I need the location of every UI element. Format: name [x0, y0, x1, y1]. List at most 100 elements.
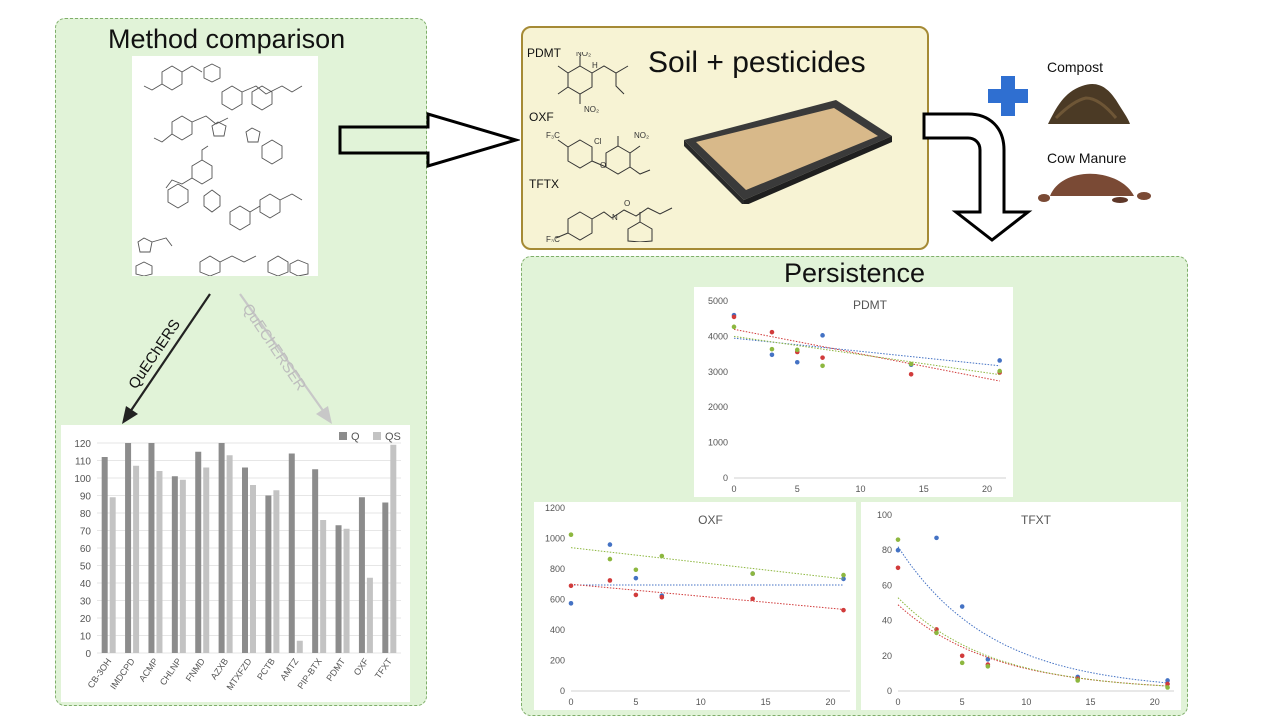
oxf-structure-label: OXF — [529, 110, 554, 124]
x-tick-label: PDMT — [324, 656, 347, 683]
bar-q — [148, 443, 155, 653]
cow-manure-label: Cow Manure — [1047, 150, 1127, 166]
x-tick-label: 0 — [731, 484, 736, 494]
y-tick-label: 20 — [882, 651, 892, 661]
x-tick-label: 20 — [826, 697, 836, 707]
x-tick-label: 5 — [633, 697, 638, 707]
data-point — [769, 346, 775, 352]
trendline — [570, 583, 844, 610]
persistence-title: Persistence — [784, 258, 926, 288]
recovery-bar-chart: 0 10 20 30 40 50 60 70 80 90 100 110 120 CB-3OH IMDCPD… — [61, 425, 410, 702]
compost-pile-icon — [1048, 83, 1130, 124]
pdmt-structure-label: PDMT — [527, 46, 561, 60]
data-point — [633, 592, 639, 598]
bar-q — [335, 525, 342, 653]
y-tick-label: 30 — [80, 597, 92, 608]
data-point — [568, 532, 574, 537]
y-tick-label: 80 — [80, 509, 92, 520]
pdmt-chart-svg: 0 1000 2000 3000 4000 5000 0 5 10 15 20 PDMT — [708, 296, 1006, 494]
data-point — [568, 583, 574, 589]
bar-qs — [273, 490, 280, 653]
extraction-method-arrows: QuEChERS QuEChERSER — [122, 293, 332, 424]
bar-qs — [109, 497, 116, 653]
bar-q — [171, 476, 178, 653]
y-tick-label: 5000 — [708, 296, 728, 306]
data-point — [794, 347, 800, 353]
x-tick-label: 0 — [895, 697, 900, 707]
soil-pesticides-title: Soil + pesticides — [648, 46, 866, 79]
bar-qs — [366, 577, 373, 653]
legend-swatch — [339, 432, 347, 440]
y-tick-label: 4000 — [708, 331, 728, 341]
y-tick-label: 50 — [80, 562, 92, 573]
x-tick-label: 0 — [568, 697, 573, 707]
bar-qs — [203, 467, 210, 653]
oxf-chart-svg: 0 200 400 600 800 1000 1200 0 5 10 15 20 OXF — [545, 503, 850, 707]
legend-label: Q — [351, 431, 360, 443]
chemical-structures-drawing — [135, 63, 309, 277]
y-tick-label: 10 — [80, 632, 92, 643]
data-point — [895, 537, 901, 542]
tfxt-chart-svg: 0 20 40 60 80 100 0 5 10 15 20 TFXT — [877, 510, 1174, 707]
y-tick-label: 1000 — [708, 438, 728, 448]
bar-q — [195, 451, 202, 653]
data-point — [908, 371, 914, 377]
y-tick-label: 3000 — [708, 367, 728, 377]
bar-q — [265, 495, 272, 653]
data-point — [934, 535, 939, 541]
svg-text:Cl: Cl — [594, 137, 602, 146]
x-tick-label: 10 — [856, 484, 866, 494]
data-point — [895, 547, 901, 553]
bar-qs — [296, 640, 303, 653]
data-point — [1165, 678, 1170, 683]
data-point — [841, 572, 846, 578]
compost-label: Compost — [1047, 59, 1104, 75]
y-tick-label: 60 — [882, 580, 892, 590]
data-point — [794, 359, 800, 365]
data-point — [959, 604, 965, 609]
data-point — [997, 368, 1002, 374]
data-point — [959, 653, 965, 659]
x-tick-label: ACMP — [137, 656, 160, 683]
data-point — [820, 355, 825, 360]
method-comparison-title: Method comparison — [108, 24, 346, 54]
bar-q — [242, 467, 248, 653]
x-tick-label: 15 — [1086, 697, 1096, 707]
bar-q — [312, 469, 319, 653]
data-point — [607, 578, 613, 583]
trendline — [733, 328, 1000, 382]
legend-label: QS — [385, 431, 401, 443]
y-tick-label: 20 — [80, 614, 92, 625]
y-tick-label: 800 — [550, 564, 565, 574]
tftx-structure-label: TFTX — [529, 177, 559, 191]
x-tick-label: CHLNP — [158, 656, 184, 687]
legend-swatch — [373, 432, 381, 440]
x-tick-label: 10 — [1021, 697, 1031, 707]
to-soil-arrow — [338, 111, 520, 169]
data-point — [985, 664, 991, 669]
svg-text:O: O — [624, 199, 630, 208]
x-tick-label: 15 — [919, 484, 929, 494]
data-point — [1165, 681, 1170, 687]
data-point — [895, 565, 901, 571]
y-tick-label: 0 — [887, 686, 892, 696]
data-point — [1165, 685, 1170, 690]
svg-text:NO₂: NO₂ — [576, 52, 591, 58]
bar-qs — [250, 485, 256, 653]
quecherser-label: QuEChERSER — [239, 301, 310, 394]
plus-icon — [988, 76, 1028, 116]
data-point — [1075, 678, 1081, 683]
svg-text:F₃C: F₃C — [546, 235, 560, 242]
data-point — [633, 575, 639, 581]
chart-title: PDMT — [853, 298, 888, 312]
bar-q — [288, 453, 295, 653]
data-point — [731, 314, 737, 320]
data-point — [659, 553, 665, 559]
y-tick-label: 1000 — [545, 534, 565, 544]
trendline — [897, 604, 1168, 687]
y-tick-label: 0 — [560, 686, 565, 696]
y-tick-label: 1200 — [545, 503, 565, 513]
y-tick-label: 60 — [80, 544, 92, 555]
trendline — [733, 337, 1000, 367]
